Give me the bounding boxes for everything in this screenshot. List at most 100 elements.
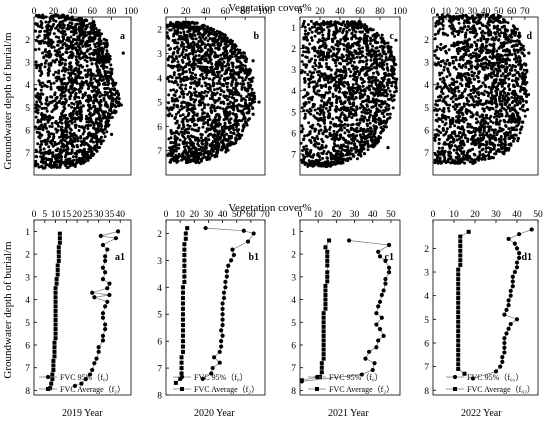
scatter-point (50, 125, 54, 129)
scatter-point (229, 38, 233, 42)
scatter-point (172, 51, 176, 54)
scatter-point (36, 142, 40, 146)
scatter-point (111, 98, 115, 102)
scatter-point (71, 81, 75, 85)
scatter-point (184, 25, 188, 29)
scatter-point (179, 104, 183, 108)
scatter-point (38, 41, 42, 45)
scatter-point (33, 29, 37, 33)
scatter-point (346, 20, 350, 24)
scatter-points (299, 19, 399, 168)
scatter-point (168, 28, 172, 32)
scatter-point (231, 126, 235, 130)
scatter-point (213, 129, 217, 133)
scatter-point (42, 147, 46, 151)
scatter-point (215, 135, 219, 139)
scatter-point (57, 36, 61, 39)
scatter-point (95, 64, 99, 68)
scatter-point (386, 78, 390, 82)
scatter-point (74, 134, 78, 138)
scatter-point (59, 97, 63, 100)
scatter-point (61, 52, 65, 56)
scatter-point (94, 45, 98, 49)
scatter-point (177, 143, 181, 147)
scatter-point (95, 59, 99, 63)
scatter-point (91, 135, 95, 139)
scatter-point (70, 105, 74, 109)
scatter-point (177, 63, 181, 67)
scatter-point (355, 69, 359, 73)
scatter-point (91, 140, 95, 144)
scatter-point (182, 30, 186, 34)
scatter-point (355, 145, 359, 149)
scatter-point (114, 97, 118, 101)
scatter-point (103, 114, 106, 117)
scatter-point (182, 135, 186, 139)
scatter-point (172, 73, 176, 77)
scatter-point (188, 124, 192, 128)
scatter-point (77, 157, 81, 161)
scatter-point (81, 152, 85, 156)
scatter-point (191, 68, 195, 72)
scatter-point (192, 159, 196, 162)
scatter-point (65, 123, 69, 127)
scatter-point (63, 107, 67, 111)
scatter-point (317, 31, 321, 35)
scatter-point (74, 24, 78, 28)
scatter-point (235, 133, 239, 137)
scatter-point (95, 99, 99, 103)
scatter-point (78, 17, 82, 21)
scatter-point (69, 112, 73, 115)
scatter-point (369, 58, 373, 62)
scatter-point (355, 157, 359, 161)
scatter-point (97, 112, 101, 116)
scatter-point (222, 90, 226, 94)
scatter-point (216, 82, 219, 85)
scatter-point (302, 50, 306, 54)
scatter-point (65, 141, 69, 144)
scatter-point (90, 51, 94, 55)
scatter-point (78, 64, 82, 68)
scatter-point (251, 96, 255, 100)
scatter-point (58, 21, 62, 25)
scatter-point (366, 30, 370, 34)
scatter-point (303, 32, 307, 36)
scatter-point (72, 102, 76, 106)
scatter-point (58, 162, 62, 166)
scatter-point (240, 76, 244, 80)
scatter-point (303, 134, 307, 138)
x-tick-label: 100 (393, 7, 408, 17)
scatter-point (218, 70, 222, 74)
scatter-point (358, 91, 362, 95)
scatter-point (74, 55, 78, 59)
scatter-point (99, 39, 103, 43)
scatter-point (104, 71, 107, 75)
scatter-point (303, 116, 307, 120)
scatter-point (88, 95, 92, 99)
scatter-point (205, 138, 209, 141)
scatter-point (316, 122, 320, 126)
scatter-point (235, 72, 239, 76)
scatter-point (182, 142, 186, 146)
scatter-point (74, 155, 78, 159)
scatter-point (90, 21, 94, 25)
scatter-point (300, 158, 303, 162)
scatter-point (73, 120, 77, 124)
scatter-point (185, 141, 189, 145)
scatter-point (331, 95, 335, 99)
scatter-point (366, 66, 370, 70)
scatter-point (315, 70, 319, 74)
scatter-point (193, 150, 197, 154)
scatter-point (70, 150, 74, 153)
scatter-point (372, 124, 376, 128)
scatter-point (346, 145, 350, 149)
scatter-point (36, 111, 40, 115)
scatter-point (39, 140, 43, 143)
scatter-point (241, 83, 245, 86)
scatter-point (203, 103, 207, 107)
scatter-point (37, 47, 41, 51)
scatter-point (257, 100, 261, 104)
scatter-point (67, 88, 71, 92)
scatter-point (86, 109, 90, 112)
